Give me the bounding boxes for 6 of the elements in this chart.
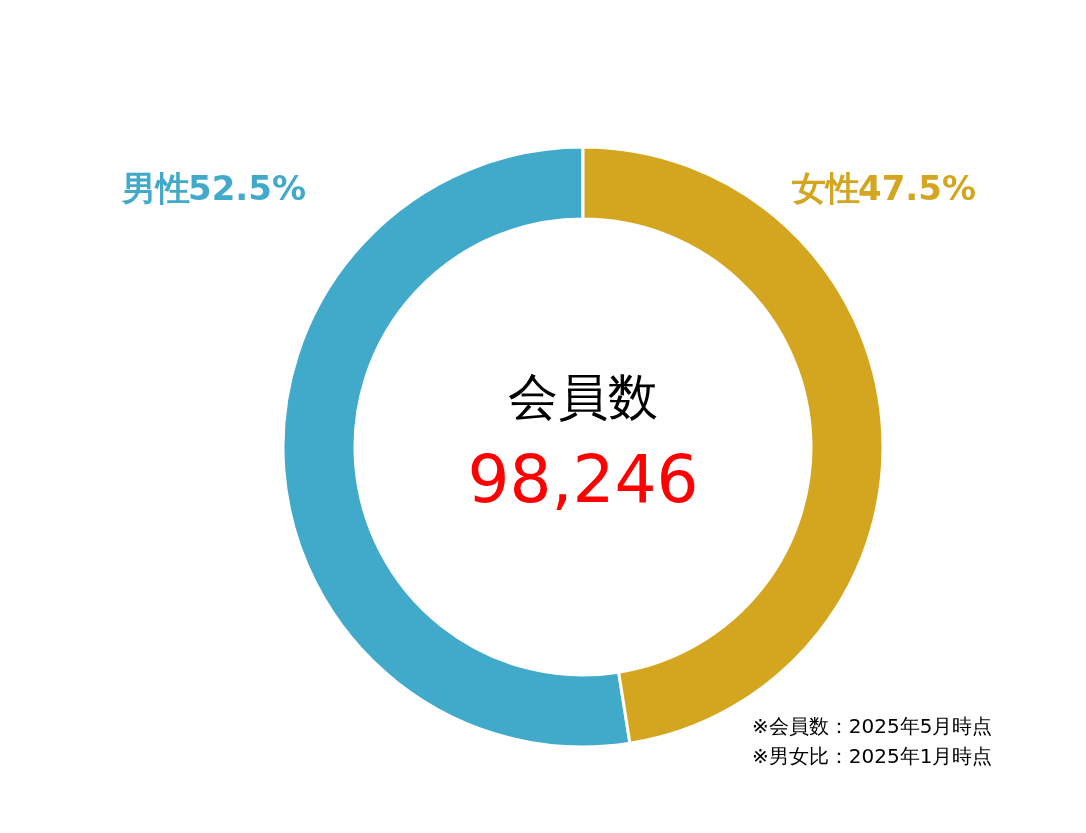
text: 98,246 xyxy=(467,440,699,518)
text: ※会員数：2025年5月時点 xyxy=(752,714,993,738)
slice-label: 女性 xyxy=(791,168,860,208)
text: 会員数 xyxy=(508,368,658,426)
slice-label: 男性 xyxy=(121,168,190,208)
text: ※男女比：2025年1月時点 xyxy=(752,744,993,768)
